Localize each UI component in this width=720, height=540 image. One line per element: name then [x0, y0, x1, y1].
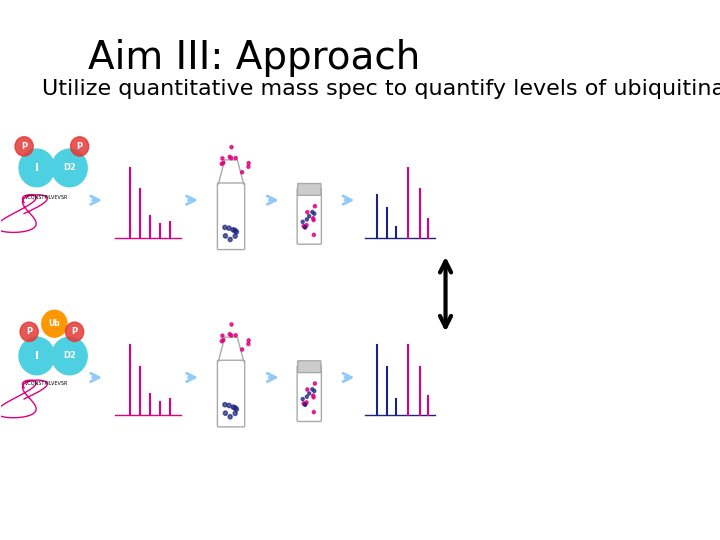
Circle shape: [231, 405, 235, 409]
Circle shape: [66, 322, 84, 341]
FancyBboxPatch shape: [217, 183, 245, 249]
Circle shape: [228, 237, 232, 241]
Circle shape: [230, 157, 233, 160]
Circle shape: [302, 402, 305, 405]
Circle shape: [305, 224, 308, 227]
Circle shape: [312, 394, 315, 397]
Text: VCQNSTPILVEVSR: VCQNSTPILVEVSR: [25, 380, 68, 386]
Circle shape: [247, 161, 250, 165]
Circle shape: [230, 323, 233, 326]
Text: P: P: [71, 327, 78, 336]
Circle shape: [305, 218, 308, 221]
Circle shape: [221, 334, 224, 338]
FancyBboxPatch shape: [297, 366, 321, 422]
FancyBboxPatch shape: [217, 360, 245, 427]
Circle shape: [71, 137, 89, 156]
Circle shape: [312, 233, 315, 237]
Circle shape: [304, 225, 307, 228]
Circle shape: [233, 406, 237, 410]
Circle shape: [235, 407, 238, 411]
Circle shape: [304, 226, 307, 229]
Circle shape: [304, 403, 307, 406]
Circle shape: [240, 171, 243, 174]
Circle shape: [311, 211, 314, 214]
Circle shape: [233, 411, 237, 415]
Circle shape: [234, 157, 237, 160]
Text: P: P: [26, 327, 32, 336]
Circle shape: [306, 388, 309, 391]
Circle shape: [52, 149, 87, 187]
Text: P: P: [21, 142, 27, 151]
Circle shape: [19, 337, 55, 375]
Circle shape: [230, 334, 233, 337]
Text: P: P: [76, 142, 83, 151]
Circle shape: [42, 310, 67, 337]
Text: D2: D2: [63, 352, 76, 361]
Circle shape: [307, 214, 310, 218]
Circle shape: [15, 137, 33, 156]
Text: I: I: [35, 351, 39, 361]
Text: Utilize quantitative mass spec to quantify levels of ubiquitination: Utilize quantitative mass spec to quanti…: [42, 79, 720, 99]
Circle shape: [304, 403, 307, 406]
Circle shape: [227, 226, 231, 231]
Text: VCQNSTPILVEVSR: VCQNSTPILVEVSR: [25, 195, 68, 200]
Circle shape: [313, 382, 316, 385]
Circle shape: [222, 161, 225, 164]
Circle shape: [52, 337, 87, 375]
Circle shape: [312, 217, 315, 220]
Circle shape: [235, 230, 238, 234]
Circle shape: [220, 340, 223, 343]
Circle shape: [302, 225, 305, 228]
Circle shape: [221, 157, 224, 160]
Circle shape: [305, 395, 308, 399]
Circle shape: [20, 322, 38, 341]
Text: D2: D2: [63, 164, 76, 172]
Circle shape: [233, 228, 237, 233]
Circle shape: [223, 411, 228, 415]
FancyBboxPatch shape: [297, 188, 321, 244]
Text: I: I: [35, 163, 39, 173]
Circle shape: [313, 205, 316, 208]
Circle shape: [220, 163, 223, 165]
Circle shape: [230, 146, 233, 149]
Circle shape: [222, 339, 225, 342]
Circle shape: [312, 410, 315, 414]
FancyBboxPatch shape: [297, 184, 321, 195]
Circle shape: [307, 392, 310, 395]
Circle shape: [231, 228, 235, 232]
Circle shape: [233, 234, 237, 238]
Circle shape: [223, 402, 227, 407]
Circle shape: [312, 212, 316, 215]
Circle shape: [247, 165, 250, 168]
Circle shape: [223, 225, 227, 229]
Circle shape: [306, 211, 309, 214]
Circle shape: [301, 220, 305, 224]
Circle shape: [228, 415, 232, 419]
Circle shape: [223, 234, 228, 238]
Circle shape: [247, 339, 250, 342]
Circle shape: [227, 403, 231, 408]
Circle shape: [247, 342, 250, 346]
Circle shape: [301, 397, 305, 401]
Circle shape: [305, 401, 308, 404]
Circle shape: [311, 388, 314, 391]
Circle shape: [312, 396, 315, 399]
Circle shape: [234, 334, 237, 337]
Circle shape: [240, 348, 243, 351]
Circle shape: [19, 149, 55, 187]
Circle shape: [228, 333, 231, 336]
Circle shape: [228, 156, 231, 159]
Text: Aim III: Approach: Aim III: Approach: [88, 39, 420, 77]
Text: Ub: Ub: [48, 319, 60, 328]
Circle shape: [312, 389, 316, 393]
Circle shape: [312, 218, 315, 221]
FancyBboxPatch shape: [297, 361, 321, 373]
